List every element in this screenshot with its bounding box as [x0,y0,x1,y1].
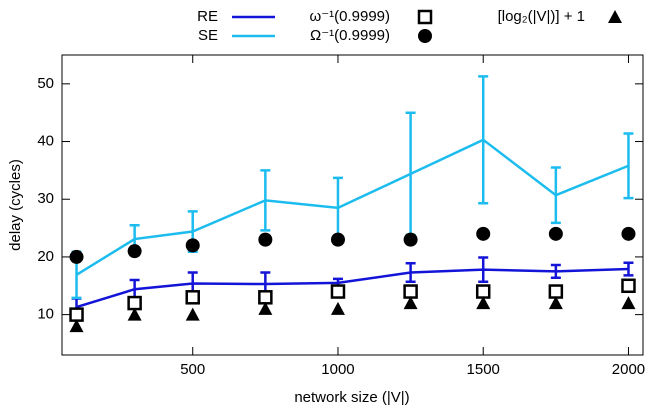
square-marker [475,284,491,299]
circle-marker [548,226,563,241]
legend-label: SE [198,27,218,44]
square-marker [548,284,564,299]
circle-marker [330,232,345,247]
triangle-marker [608,10,622,23]
square-marker [621,278,636,294]
y-tick-label: 20 [37,248,54,265]
square-marker [258,290,273,305]
triangle-marker [403,296,418,310]
triangle-marker [476,296,491,310]
triangle-marker [185,307,200,321]
x-tick-label: 2000 [612,361,645,378]
legend-label: Ω⁻¹(0.9999) [310,27,390,44]
x-axis-label: network size (|V|) [294,389,409,406]
y-tick-label: 10 [37,306,54,323]
circle-marker [621,226,636,241]
y-tick-label: 40 [37,133,54,150]
circle-marker [127,244,142,259]
square-marker [330,284,346,299]
square-marker [69,307,84,322]
x-tick-label: 500 [180,361,205,378]
square-marker [403,284,418,299]
legend-label: RE [197,8,218,25]
y-tick-label: 50 [37,75,54,92]
series-line [76,267,629,309]
square-marker [185,290,200,305]
circle-marker [476,226,491,241]
triangle-marker [621,296,636,310]
circle-marker [258,232,273,247]
triangle-marker [548,296,563,310]
circle-marker [403,232,418,247]
y-axis-label: delay (cycles) [7,159,24,251]
plot-frame [61,54,644,356]
legend-label: [log₂(|V|)] + 1 [498,8,585,25]
triangle-marker [127,307,142,321]
x-tick-label: 1000 [321,361,354,378]
x-tick-label: 1500 [467,361,500,378]
triangle-marker [258,301,273,315]
square-marker [417,9,433,25]
circle-marker [418,29,432,43]
circle-marker [69,249,84,264]
series-line [75,138,629,276]
triangle-marker [69,319,84,333]
circle-marker [185,238,200,253]
triangle-marker [330,301,345,315]
square-marker [127,295,142,311]
y-tick-label: 30 [37,190,54,207]
legend-label: ω⁻¹(0.9999) [310,8,391,25]
